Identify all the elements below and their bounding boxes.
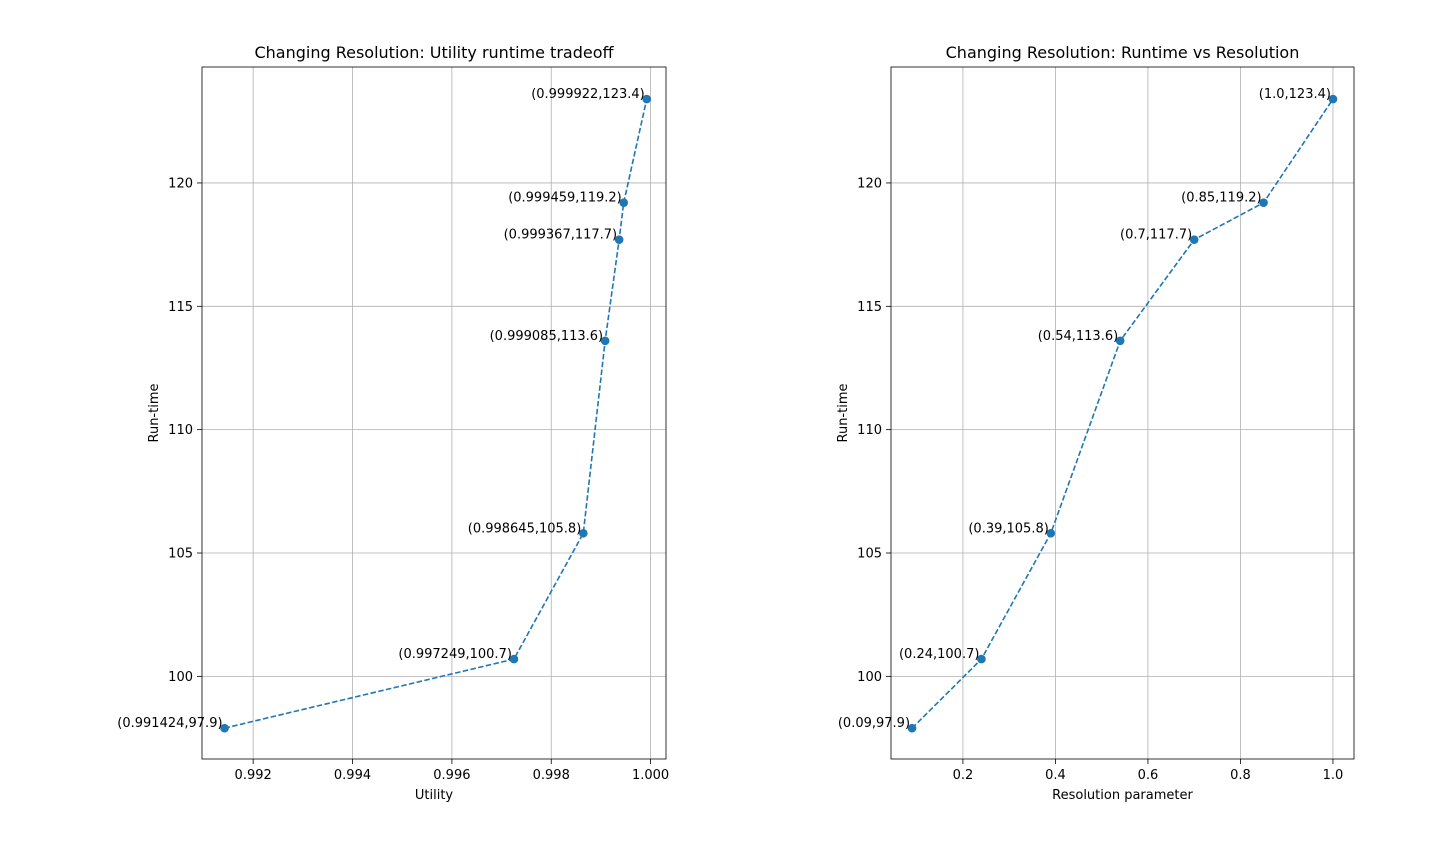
x-axis-label: Utility — [415, 788, 454, 803]
series-line-path — [911, 98, 1334, 729]
utility-runtime-plot: (0.991424,97.9) (0.997249,100.7) (0.998645… — [117, 43, 669, 803]
data-point — [614, 235, 624, 244]
data-point — [1328, 94, 1338, 104]
y-tick-label: 115 — [168, 300, 193, 315]
x-tick-label: 0.992 — [235, 768, 272, 783]
x-tick-label: 0.2 — [953, 768, 974, 783]
x-tick-label: 0.996 — [433, 768, 470, 783]
data-point — [642, 94, 652, 104]
data-point-label: (0.24,100.7) — [899, 647, 979, 662]
data-point-label: (0.997249,100.7) — [398, 647, 512, 662]
y-axis-label: Run-time — [147, 384, 162, 443]
grid-lines — [891, 67, 1354, 759]
data-point-label: (0.39,105.8) — [968, 521, 1048, 536]
series-line — [911, 98, 1334, 729]
x-tick-label: 1.000 — [632, 768, 669, 783]
data-point-label: (0.85,119.2) — [1181, 191, 1261, 206]
data-point — [220, 723, 229, 733]
data-point — [1115, 336, 1125, 346]
x-tick-label: 0.994 — [334, 768, 371, 783]
data-point — [1046, 528, 1056, 538]
x-axis-ticks: 0.2 0.4 0.6 0.8 1.0 — [953, 759, 1344, 783]
data-labels: (0.09,97.9) (0.24,100.7) (0.39,105.8) (0.54… — [838, 87, 1331, 731]
y-axis-label: Run-time — [836, 384, 851, 443]
data-point — [1259, 198, 1268, 207]
data-point-label: (0.09,97.9) — [838, 716, 910, 731]
data-point-label: (1.0,123.4) — [1259, 87, 1331, 102]
x-tick-label: 0.6 — [1138, 768, 1159, 783]
y-tick-label: 100 — [168, 670, 193, 685]
series-markers — [220, 94, 652, 733]
runtime-resolution-plot: (0.09,97.9) (0.24,100.7) (0.39,105.8) (0.54… — [836, 43, 1355, 803]
chart-title: Changing Resolution: Utility runtime tra… — [254, 43, 614, 62]
x-tick-label: 1.0 — [1323, 768, 1344, 783]
x-tick-label: 0.4 — [1045, 768, 1066, 783]
y-tick-label: 120 — [857, 176, 882, 191]
data-point — [977, 654, 986, 664]
x-axis-ticks: 0.992 0.994 0.996 0.998 1.000 — [235, 759, 669, 783]
x-axis-label: Resolution parameter — [1052, 788, 1193, 803]
y-tick-label: 105 — [168, 547, 193, 562]
data-point — [907, 723, 917, 733]
grid-lines — [202, 67, 666, 759]
data-point — [600, 336, 610, 346]
y-tick-label: 120 — [168, 176, 193, 191]
data-point — [619, 198, 629, 207]
data-labels: (0.991424,97.9) (0.997249,100.7) (0.998645… — [117, 87, 644, 731]
data-point-label: (0.991424,97.9) — [117, 716, 222, 731]
data-point-label: (0.998645,105.8) — [468, 521, 582, 536]
y-axis-ticks: 100 105 110 115 120 — [168, 176, 202, 685]
plot-frame — [890, 66, 1355, 760]
data-point-label: (0.54,113.6) — [1038, 329, 1118, 344]
x-tick-label: 0.998 — [533, 768, 570, 783]
x-tick-label: 0.8 — [1230, 768, 1251, 783]
data-point — [578, 528, 588, 538]
y-axis-ticks: 100 105 110 115 120 — [857, 176, 891, 685]
y-tick-label: 100 — [857, 670, 882, 685]
data-point-label: (0.999367,117.7) — [504, 228, 618, 243]
data-point — [509, 654, 519, 664]
data-point-label: (0.999922,123.4) — [531, 87, 645, 102]
data-point-label: (0.999085,113.6) — [490, 329, 604, 344]
data-point-label: (0.7,117.7) — [1120, 228, 1192, 243]
series-markers — [907, 94, 1338, 733]
y-tick-label: 115 — [857, 300, 882, 315]
y-tick-label: 110 — [857, 423, 882, 438]
data-point-label: (0.999459,119.2) — [508, 191, 622, 206]
y-tick-label: 105 — [857, 547, 882, 562]
data-point — [1189, 235, 1199, 244]
chart-title: Changing Resolution: Runtime vs Resoluti… — [946, 43, 1300, 62]
y-tick-label: 110 — [168, 423, 193, 438]
plot-frame — [201, 66, 667, 760]
